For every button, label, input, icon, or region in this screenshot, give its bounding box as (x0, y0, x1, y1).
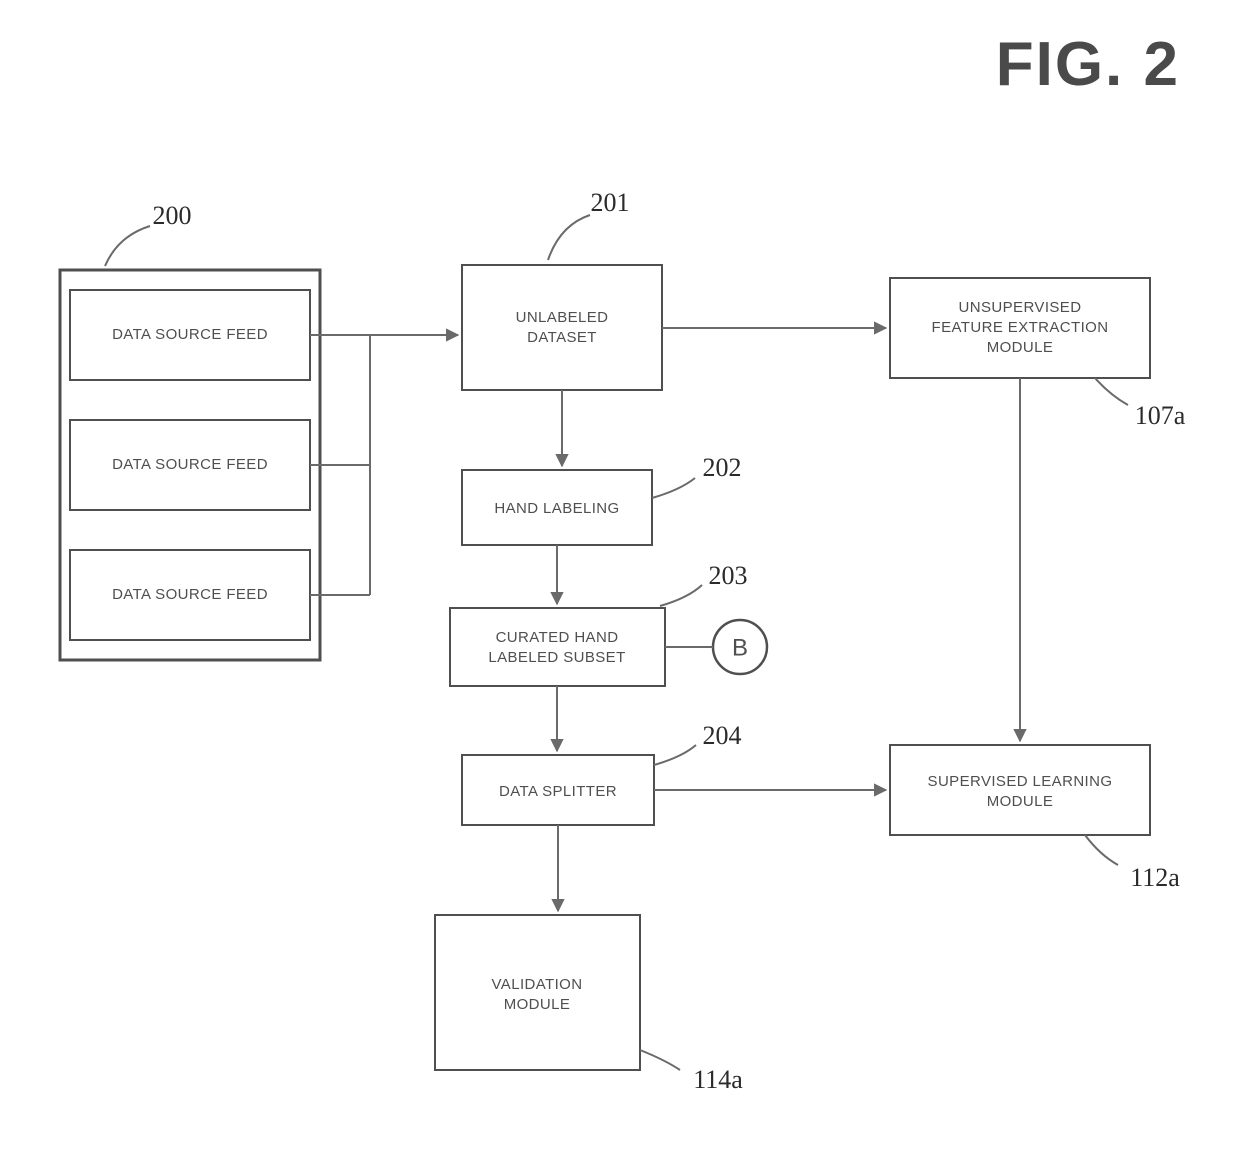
leader-202 (652, 478, 695, 498)
leader-200 (105, 226, 150, 266)
ref-201: 201 (591, 188, 630, 217)
supervised-line1: SUPERVISED LEARNING (928, 773, 1113, 790)
supervised-line2: MODULE (987, 793, 1054, 810)
unsupervised-line3: MODULE (987, 339, 1054, 356)
data-source-feed-1-label: DATA SOURCE FEED (112, 326, 268, 343)
data-source-feed-2-label: DATA SOURCE FEED (112, 456, 268, 473)
ref-107a: 107a (1135, 401, 1186, 430)
data-source-feed-3-label: DATA SOURCE FEED (112, 586, 268, 603)
curated-line1: CURATED HAND (496, 629, 619, 646)
connector-b-label: B (732, 634, 748, 661)
ref-204: 204 (703, 721, 742, 750)
unlabeled-dataset-box (462, 265, 662, 390)
supervised-box (890, 745, 1150, 835)
edge-feeds-bus (310, 335, 458, 595)
leader-204 (654, 745, 696, 765)
validation-line2: MODULE (504, 996, 571, 1013)
validation-line1: VALIDATION (492, 976, 583, 993)
unlabeled-line1: UNLABELED (516, 309, 609, 326)
data-source-group: DATA SOURCE FEED DATA SOURCE FEED DATA S… (60, 270, 320, 660)
ref-112a: 112a (1130, 863, 1180, 892)
leader-112a (1085, 835, 1118, 865)
ref-200: 200 (153, 201, 192, 230)
leader-107a (1095, 378, 1128, 405)
curated-box (450, 608, 665, 686)
unlabeled-line2: DATASET (527, 329, 597, 346)
ref-203: 203 (709, 561, 748, 590)
leader-203 (660, 585, 702, 606)
ref-114a: 114a (693, 1065, 743, 1094)
hand-labeling-label: HAND LABELING (494, 500, 619, 517)
curated-line2: LABELED SUBSET (488, 649, 625, 666)
figure-title: FIG. 2 (996, 30, 1180, 99)
unsupervised-line2: FEATURE EXTRACTION (932, 319, 1109, 336)
leader-114a (640, 1050, 680, 1070)
data-splitter-label: DATA SPLITTER (499, 783, 617, 800)
unsupervised-line1: UNSUPERVISED (959, 299, 1082, 316)
leader-201 (548, 215, 590, 260)
ref-202: 202 (703, 453, 742, 482)
